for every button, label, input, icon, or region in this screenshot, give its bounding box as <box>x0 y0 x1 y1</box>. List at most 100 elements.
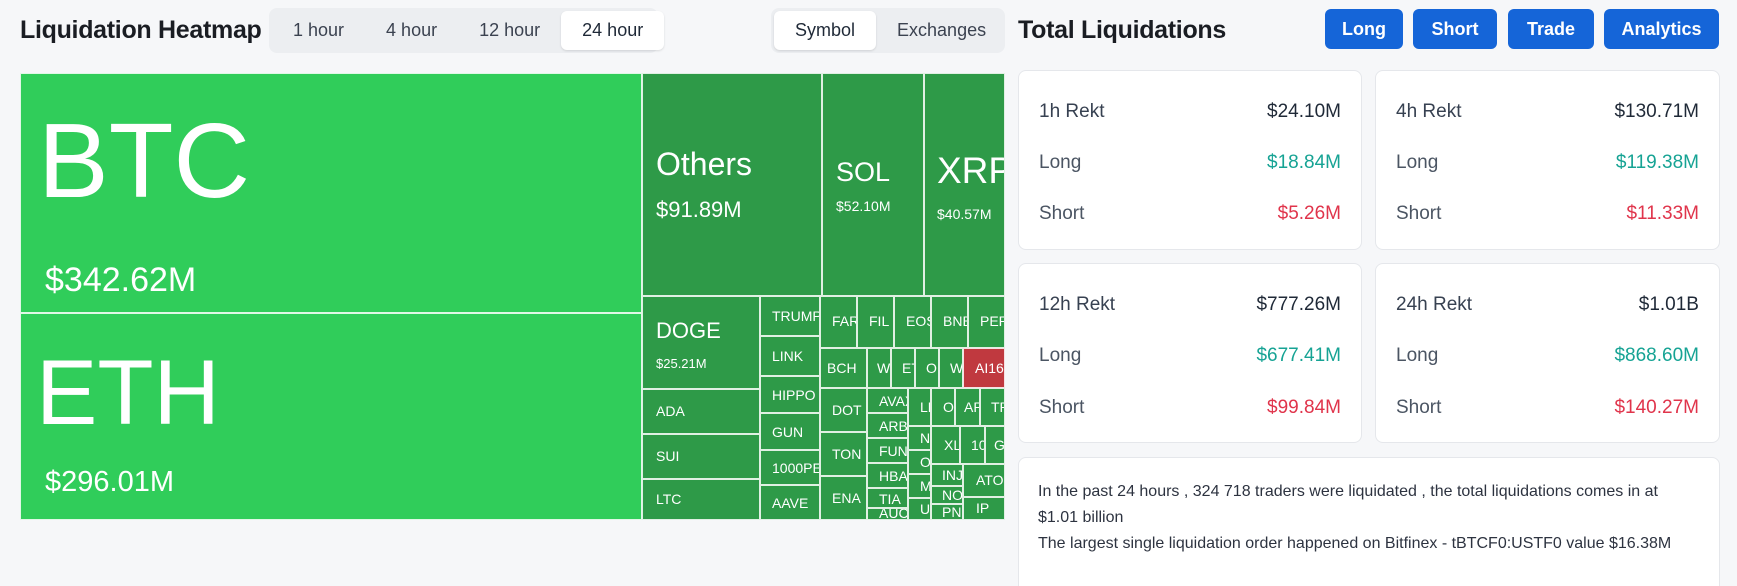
stat-total: $130.71M <box>1614 101 1699 122</box>
heatmap-symbol: FUN <box>879 443 908 459</box>
liquidation-summary: In the past 24 hours , 324 718 traders w… <box>1018 457 1720 586</box>
stat-card-1h: 1h Rekt $24.10M Long $18.84M Short $5.26M <box>1018 70 1362 250</box>
long-label: Long <box>1039 152 1082 173</box>
long-button[interactable]: Long <box>1325 9 1403 49</box>
heatmap-cell-btc[interactable]: BTC $342.62M <box>20 73 642 313</box>
heatmap-cell-hbar[interactable]: HBAR <box>867 463 908 488</box>
heatmap-cell-trx[interactable]: TRX <box>980 388 1005 426</box>
heatmap-symbol: NEAR <box>920 430 931 446</box>
heatmap-cell-others[interactable]: Others $91.89M <box>642 73 822 296</box>
heatmap-cell-ai16z[interactable]: AI16Z <box>963 348 1005 388</box>
long-value: $18.84M <box>1267 152 1341 173</box>
heatmap-cell-uni[interactable]: UNI <box>908 498 931 520</box>
heatmap-cell-doge[interactable]: DOGE $25.21M <box>642 296 760 389</box>
heatmap-symbol: DOGE <box>656 318 721 343</box>
short-value: $5.26M <box>1277 203 1341 224</box>
heatmap-cell-ordi[interactable]: ORDI <box>908 450 931 474</box>
heatmap-cell-sui[interactable]: SUI <box>642 434 760 479</box>
stat-title: 24h Rekt <box>1396 294 1473 315</box>
heatmap-cell-trump[interactable]: TRUMP <box>760 296 820 336</box>
heatmap-cell-aave[interactable]: AAVE <box>760 485 820 520</box>
heatmap-symbol: LDO <box>920 399 930 415</box>
heatmap-cell-eos[interactable]: EOS <box>894 296 931 348</box>
long-label: Long <box>1039 345 1082 366</box>
group-by-tabs: Symbol Exchanges <box>771 8 1005 53</box>
heatmap-cell-etc[interactable]: ETC <box>891 348 915 388</box>
heatmap-symbol: APT <box>964 399 979 415</box>
heatmap-cell-atom[interactable]: ATOM <box>963 464 1005 497</box>
tab-4-hour[interactable]: 4 hour <box>386 20 438 40</box>
heatmap-cell-bch[interactable]: BCH <box>820 348 867 388</box>
heatmap-symbol: 1000PEPE <box>772 460 820 476</box>
analytics-button[interactable]: Analytics <box>1604 9 1719 49</box>
heatmap-cell-near[interactable]: NEAR <box>908 426 931 450</box>
heatmap-cell-hippo[interactable]: HIPPO <box>760 376 820 413</box>
heatmap-value: $296.01M <box>45 466 174 498</box>
heatmap-symbol: ADA <box>656 403 685 419</box>
heatmap-symbol: AAVE <box>772 495 809 511</box>
heatmap-symbol: BNB <box>943 313 967 329</box>
heatmap-cell-inj[interactable]: INJ <box>931 464 963 486</box>
heatmap-cell-bnb[interactable]: BNB <box>931 296 968 348</box>
heatmap-cell-fun[interactable]: FUN <box>867 438 908 463</box>
heatmap-cell-wld[interactable]: WLD <box>939 348 963 388</box>
heatmap-cell-fartcoin[interactable]: FARTCOIN <box>820 296 857 348</box>
tab-exchanges[interactable]: Exchanges <box>897 20 987 40</box>
heatmap-cell-sol[interactable]: SOL $52.10M <box>822 73 924 296</box>
heatmap-cell-ldo[interactable]: LDO <box>908 388 931 426</box>
heatmap-cell-xrp[interactable]: XRP $40.57M <box>924 73 1005 296</box>
tab-24-hour[interactable]: 24 hour <box>561 11 665 50</box>
time-range-tabs: 1 hour 4 hour 12 hour 24 hour <box>269 8 665 53</box>
long-label: Long <box>1396 345 1439 366</box>
heatmap-cell-dot[interactable]: DOT <box>820 388 867 432</box>
heatmap-cell-ltc[interactable]: LTC <box>642 479 760 520</box>
summary-line-2: The largest single liquidation order hap… <box>1038 535 1672 552</box>
heatmap-cell-1000pepe[interactable]: 1000PEPE <box>760 450 820 485</box>
heatmap-cell-link[interactable]: LINK <box>760 336 820 376</box>
heatmap-cell-eth[interactable]: ETH $296.01M <box>20 313 642 520</box>
heatmap-cell-tia[interactable]: TIA <box>867 488 908 508</box>
heatmap-symbol: AI16Z <box>975 360 1004 376</box>
trade-button[interactable]: Trade <box>1508 9 1594 49</box>
heatmap-cell-pepe[interactable]: PEPE <box>968 296 1005 348</box>
heatmap-value: $91.89M <box>656 197 742 222</box>
heatmap-cell-wif[interactable]: WIF <box>867 348 891 388</box>
tab-symbol[interactable]: Symbol <box>774 11 877 50</box>
heatmap-cell-arb[interactable]: ARB <box>867 413 908 438</box>
heatmap-symbol: SUI <box>656 448 680 464</box>
heatmap-cell-fil[interactable]: FIL <box>857 296 894 348</box>
heatmap-cell-pnut[interactable]: PNUT <box>931 504 963 520</box>
heatmap-symbol: EOS <box>906 313 930 329</box>
heatmap-symbol: LTC <box>656 491 682 507</box>
heatmap-cell-avax[interactable]: AVAX <box>867 388 908 413</box>
stat-card-4h: 4h Rekt $130.71M Long $119.38M Short $11.33… <box>1375 70 1720 250</box>
heatmap-symbol: ETC <box>902 360 914 376</box>
tab-12-hour[interactable]: 12 hour <box>479 20 541 40</box>
heatmap-cell-xlm[interactable]: XLM <box>931 426 960 464</box>
heatmap-cell-ada[interactable]: ADA <box>642 389 760 434</box>
heatmap-symbol: XRP <box>937 150 1004 191</box>
heatmap-symbol: TRX <box>991 399 1004 415</box>
heatmap-symbol: AUCTION <box>879 508 908 520</box>
tab-1-hour[interactable]: 1 hour <box>293 20 345 40</box>
heatmap-cell-auction[interactable]: AUCTION <box>867 508 908 520</box>
heatmap-cell-ton[interactable]: TON <box>820 432 867 476</box>
heatmap-cell-gala[interactable]: GALA <box>985 426 1005 464</box>
heatmap-cell-not[interactable]: NOT <box>931 486 963 504</box>
heatmap-cell-ip[interactable]: IP <box>963 497 1005 520</box>
heatmap-cell-1000bonk[interactable]: 1000BONK <box>960 426 985 464</box>
stat-total: $1.01B <box>1638 294 1699 315</box>
heatmap-cell-op[interactable]: OP <box>915 348 939 388</box>
heatmap-cell-gun[interactable]: GUN <box>760 413 820 450</box>
stat-total: $24.10M <box>1267 101 1341 122</box>
heatmap-value: $52.10M <box>836 198 891 214</box>
heatmap-value: $40.57M <box>937 206 992 222</box>
heatmap-symbol: Others <box>656 146 753 182</box>
stat-title: 4h Rekt <box>1396 101 1462 122</box>
short-button[interactable]: Short <box>1413 9 1497 49</box>
heatmap-cell-move[interactable]: MOVE <box>908 474 931 498</box>
heatmap-cell-ena[interactable]: ENA <box>820 476 867 520</box>
heatmap-symbol: AVAX <box>879 393 907 409</box>
heatmap-cell-apt[interactable]: APT <box>955 388 980 426</box>
heatmap-cell-ondo[interactable]: ONDO <box>931 388 955 426</box>
